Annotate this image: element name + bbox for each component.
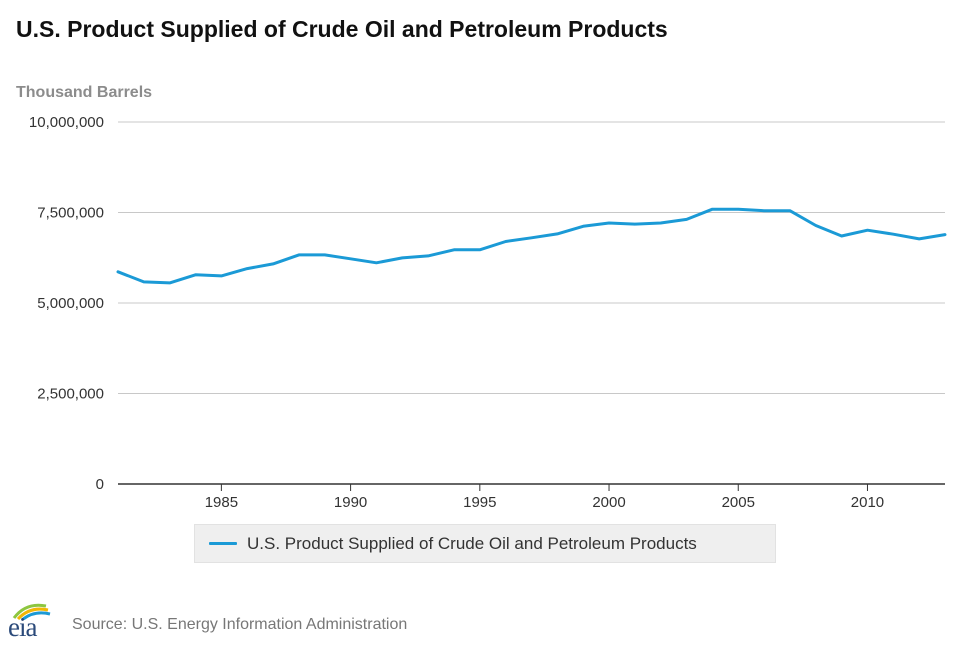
eia-logo: eia bbox=[8, 600, 58, 642]
x-tick-label: 2010 bbox=[851, 494, 884, 511]
y-tick-labels: 0 2,500,000 5,000,000 7,500,000 10,000,000 bbox=[29, 114, 104, 493]
y-tick-label: 2,500,000 bbox=[37, 386, 104, 403]
eia-logo-swoosh-icon bbox=[12, 603, 51, 620]
x-tick-label: 2005 bbox=[722, 494, 755, 511]
gridlines bbox=[118, 121, 945, 485]
chart-plot: Thousand Barrels 0 2,500,000 5,000,000 7,50… bbox=[16, 84, 947, 511]
y-axis-label: Thousand Barrels bbox=[16, 84, 152, 101]
x-ticks: 1985 1990 1995 2000 2005 2010 bbox=[205, 484, 884, 511]
legend-swatch bbox=[209, 542, 237, 545]
legend-label: U.S. Product Supplied of Crude Oil and P… bbox=[247, 533, 697, 553]
eia-logo-text: eia bbox=[8, 612, 38, 642]
y-tick-label: 7,500,000 bbox=[37, 205, 104, 222]
chart-title: U.S. Product Supplied of Crude Oil and P… bbox=[16, 16, 668, 42]
series-lines bbox=[116, 207, 947, 285]
x-tick-label: 1985 bbox=[205, 494, 238, 511]
legend[interactable]: U.S. Product Supplied of Crude Oil and P… bbox=[194, 524, 776, 563]
x-tick-label: 1995 bbox=[463, 494, 496, 511]
x-tick-label: 2000 bbox=[592, 494, 625, 511]
series-line-0[interactable] bbox=[116, 207, 947, 285]
y-tick-label: 10,000,000 bbox=[29, 114, 104, 131]
y-tick-label: 0 bbox=[96, 476, 104, 493]
y-tick-label: 5,000,000 bbox=[37, 295, 104, 312]
x-tick-label: 1990 bbox=[334, 494, 367, 511]
footer: eia Source: U.S. Energy Information Admi… bbox=[8, 600, 408, 642]
source-note: Source: U.S. Energy Information Administ… bbox=[72, 616, 408, 633]
